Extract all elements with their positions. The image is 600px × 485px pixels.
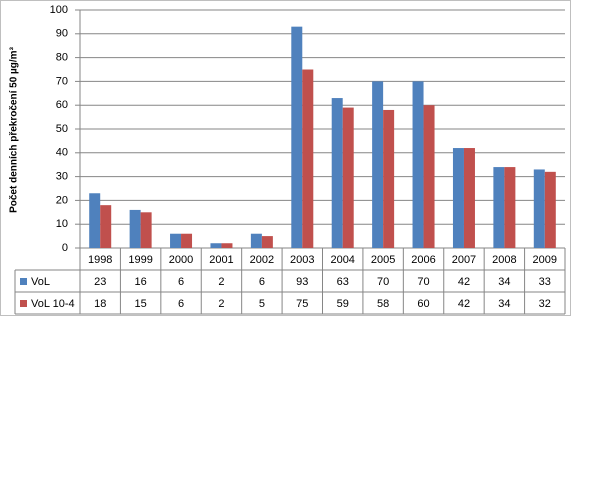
table-value: 6	[178, 276, 184, 288]
bar	[291, 26, 303, 248]
table-value: 34	[498, 298, 510, 310]
table-value: 5	[259, 298, 265, 310]
bar	[412, 81, 424, 249]
bar	[261, 236, 273, 248]
table-value: 42	[458, 276, 470, 288]
bar	[210, 243, 222, 248]
table-value: 2	[218, 298, 224, 310]
table-value: 59	[337, 298, 349, 310]
x-tick-label: 2001	[209, 254, 233, 266]
x-tick-label: 2007	[452, 254, 476, 266]
table-value: 6	[259, 276, 265, 288]
table-value: 42	[458, 298, 470, 310]
x-tick-label: 1999	[128, 254, 152, 266]
y-tick-label: 20	[56, 194, 68, 206]
table-value: 33	[539, 276, 551, 288]
x-tick-label: 2005	[371, 254, 395, 266]
bar	[181, 233, 193, 248]
legend-swatch	[20, 300, 27, 307]
table-value: 15	[135, 298, 147, 310]
bar	[342, 107, 354, 248]
bar	[129, 209, 141, 248]
bar	[493, 167, 505, 248]
bar	[533, 169, 545, 248]
bar	[140, 212, 152, 248]
bar	[504, 167, 516, 248]
table-value: 18	[94, 298, 106, 310]
y-axis-label: Počet denních překročení 50 µg/m³	[9, 46, 20, 212]
table-value: 23	[94, 276, 106, 288]
table-value: 63	[337, 276, 349, 288]
x-tick-label: 2009	[533, 254, 557, 266]
bar	[383, 109, 395, 249]
y-tick-label: 30	[56, 171, 68, 183]
x-tick-label: 2000	[169, 254, 193, 266]
bar	[302, 69, 314, 248]
bar	[170, 233, 182, 248]
table-value: 6	[178, 298, 184, 310]
table-value: 70	[377, 276, 389, 288]
bar	[250, 233, 262, 248]
table-value: 2	[218, 276, 224, 288]
y-tick-label: 80	[56, 52, 68, 64]
bar	[100, 205, 112, 248]
bar	[372, 81, 384, 249]
y-tick-label: 10	[56, 218, 68, 230]
x-tick-label: 1998	[88, 254, 112, 266]
table-value: 58	[377, 298, 389, 310]
table-value: 32	[539, 298, 551, 310]
chart-border	[0, 0, 571, 316]
y-tick-label: 60	[56, 99, 68, 111]
x-tick-label: 2006	[411, 254, 435, 266]
bar	[221, 243, 233, 248]
table-value: 34	[498, 276, 510, 288]
bar	[452, 148, 464, 248]
x-tick-label: 2004	[330, 254, 354, 266]
table-value: 70	[417, 276, 429, 288]
y-tick-label: 70	[56, 75, 68, 87]
y-tick-label: 50	[56, 123, 68, 135]
bar	[89, 193, 101, 248]
table-value: 60	[417, 298, 429, 310]
y-tick-label: 0	[62, 242, 68, 254]
legend-label: VoL	[31, 276, 50, 288]
x-tick-label: 2008	[492, 254, 516, 266]
y-tick-label: 100	[50, 4, 68, 16]
bar	[544, 171, 556, 248]
y-tick-label: 40	[56, 147, 68, 159]
bar	[331, 98, 343, 248]
y-tick-label: 90	[56, 28, 68, 40]
legend-label: VoL 10-4	[31, 298, 75, 310]
bar	[463, 148, 475, 248]
table-value: 16	[135, 276, 147, 288]
table-value: 93	[296, 276, 308, 288]
bar	[423, 105, 435, 248]
x-tick-label: 2002	[250, 254, 274, 266]
table-value: 75	[296, 298, 308, 310]
legend-swatch	[20, 278, 27, 285]
x-tick-label: 2003	[290, 254, 314, 266]
